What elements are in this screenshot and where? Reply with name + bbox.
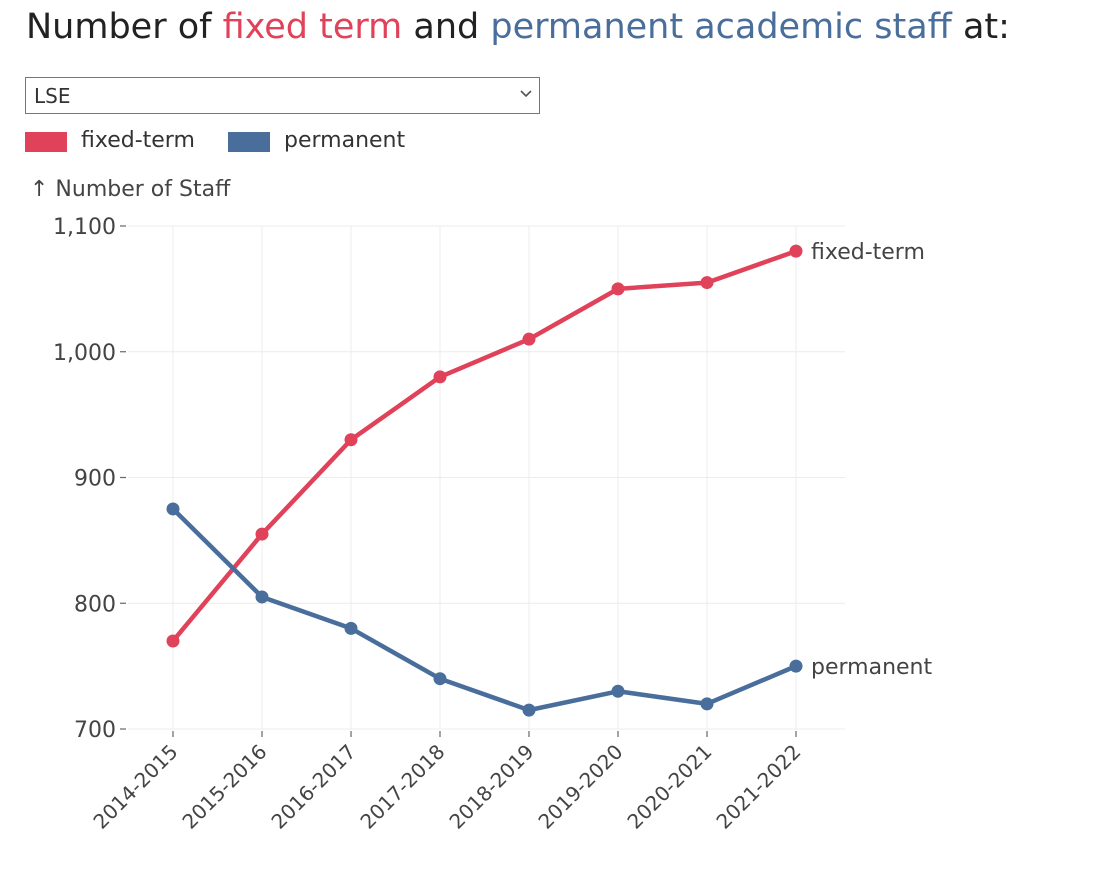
- y-axis-label: ↑ Number of Staff: [30, 177, 231, 202]
- legend-swatch-fixed-term: [25, 132, 67, 152]
- title-permanent: permanent academic staff: [490, 7, 952, 47]
- data-point-permanent: [344, 621, 358, 635]
- data-point-fixed-term: [700, 276, 714, 290]
- x-tick-label: 2016-2017: [266, 740, 360, 834]
- series-line-permanent: [170, 506, 799, 713]
- data-point-fixed-term: [166, 634, 180, 648]
- title-suffix: at:: [951, 7, 1010, 47]
- data-point-fixed-term: [522, 332, 536, 346]
- x-tick-label: 2017-2018: [355, 740, 449, 834]
- data-point-permanent: [433, 672, 447, 686]
- x-tick-label: 2014-2015: [88, 740, 182, 834]
- data-point-permanent: [522, 703, 536, 717]
- x-tick-label: 2018-2019: [444, 740, 538, 834]
- institution-select[interactable]: LSE: [25, 77, 540, 114]
- data-point-fixed-term: [611, 282, 625, 296]
- title-middle: and: [402, 7, 491, 47]
- data-point-fixed-term: [433, 370, 447, 384]
- data-point-permanent: [255, 590, 269, 604]
- y-tick-label: 900: [74, 467, 116, 492]
- x-tick-label: 2019-2020: [533, 740, 627, 834]
- data-point-fixed-term: [255, 527, 269, 541]
- chevron-down-icon: [520, 90, 532, 98]
- x-tick-label: 2020-2021: [622, 740, 716, 834]
- y-tick-label: 1,000: [53, 341, 116, 366]
- legend-label-permanent: permanent: [284, 128, 406, 153]
- data-point-fixed-term: [789, 244, 803, 258]
- title-prefix: Number of: [26, 7, 223, 47]
- y-tick-label: 800: [74, 592, 116, 617]
- data-point-permanent: [166, 502, 180, 516]
- series-end-label-permanent: permanent: [811, 655, 932, 680]
- chart-title: Number of fixed term and permanent acade…: [26, 4, 1010, 50]
- title-fixed-term: fixed term: [222, 7, 403, 47]
- data-point-permanent: [611, 684, 625, 698]
- data-point-permanent: [789, 659, 803, 673]
- institution-select-value: LSE: [34, 84, 71, 108]
- data-point-fixed-term: [344, 433, 358, 447]
- data-point-permanent: [700, 697, 714, 711]
- y-tick-label: 700: [74, 718, 116, 743]
- x-tick-label: 2015-2016: [177, 740, 271, 834]
- legend-label-fixed-term: fixed-term: [81, 128, 195, 153]
- x-tick-label: 2021-2022: [711, 740, 805, 834]
- series-line-fixed-term: [170, 248, 799, 644]
- legend-swatch-permanent: [228, 132, 270, 152]
- y-tick-label: 1,100: [53, 215, 116, 240]
- series-end-label-fixed-term: fixed-term: [811, 240, 925, 265]
